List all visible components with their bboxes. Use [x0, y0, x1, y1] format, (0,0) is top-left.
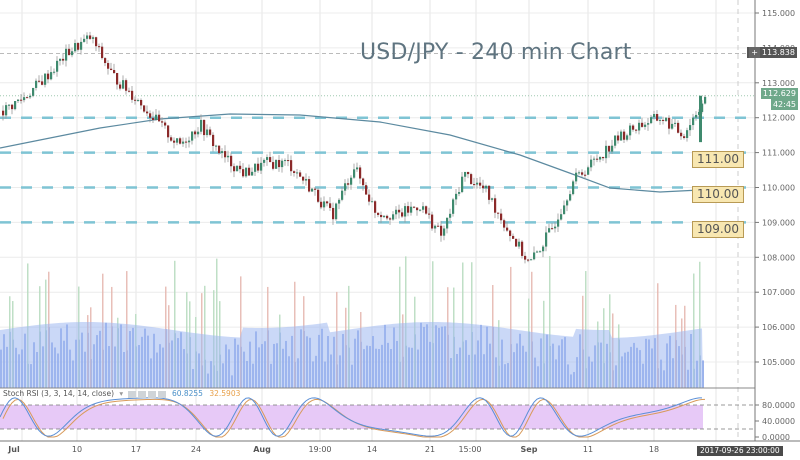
svg-text:Sep: Sep	[521, 445, 538, 454]
svg-text:24: 24	[191, 445, 201, 454]
level-label-111: 111.00	[692, 151, 744, 168]
svg-text:0.0000: 0.0000	[762, 433, 790, 442]
svg-text:40.0000: 40.0000	[762, 417, 795, 426]
svg-text:105.000: 105.000	[762, 358, 795, 367]
format-icon[interactable]	[147, 390, 156, 398]
svg-text:17: 17	[131, 445, 141, 454]
volume-histogram	[0, 255, 704, 388]
plus-icon[interactable]: +	[749, 47, 760, 58]
svg-text:19:00: 19:00	[308, 445, 331, 454]
svg-text:110.000: 110.000	[762, 184, 795, 193]
chart-title: USD/JPY - 240 min Chart	[360, 40, 632, 65]
svg-text:Aug: Aug	[253, 445, 271, 454]
close-icon[interactable]	[157, 390, 166, 398]
dropdown-icon[interactable]: ▾	[119, 389, 124, 398]
svg-text:115.000: 115.000	[762, 9, 795, 18]
current-price-tag: 112.629	[760, 88, 798, 99]
svg-text:10: 10	[72, 445, 82, 454]
eye-icon[interactable]	[127, 390, 136, 398]
level-label-110: 110.00	[692, 186, 744, 203]
candlesticks	[2, 31, 707, 264]
svg-text:111.000: 111.000	[762, 149, 795, 158]
settings-icon[interactable]	[137, 390, 146, 398]
svg-text:11: 11	[583, 445, 593, 454]
svg-text:21: 21	[425, 445, 435, 454]
svg-text:107.000: 107.000	[762, 288, 795, 297]
stoch-d-value: 32.5903	[209, 389, 241, 398]
svg-text:113.000: 113.000	[762, 79, 795, 88]
stoch-rsi-legend: Stoch RSI (3, 3, 14, 14, close) ▾ 60.825…	[3, 389, 240, 398]
svg-text:112.000: 112.000	[762, 114, 795, 123]
svg-text:Jul: Jul	[7, 445, 20, 454]
svg-text:106.000: 106.000	[762, 323, 795, 332]
crosshair-date-tag: 2017-09-26 23:00:00	[697, 446, 783, 456]
stoch-k-value: 60.8255	[171, 389, 203, 398]
svg-text:15:00: 15:00	[458, 445, 481, 454]
svg-text:18: 18	[649, 445, 659, 454]
svg-text:109.000: 109.000	[762, 218, 795, 227]
level-label-109: 109.00	[692, 221, 744, 238]
countdown-tag: 42:45	[770, 99, 798, 110]
svg-text:14: 14	[367, 445, 377, 454]
stoch-rsi-label[interactable]: Stoch RSI (3, 3, 14, 14, close)	[3, 389, 114, 398]
svg-text:108.000: 108.000	[762, 253, 795, 262]
crosshair-price-tag: +113.838	[747, 47, 797, 58]
svg-text:80.0000: 80.0000	[762, 401, 795, 410]
